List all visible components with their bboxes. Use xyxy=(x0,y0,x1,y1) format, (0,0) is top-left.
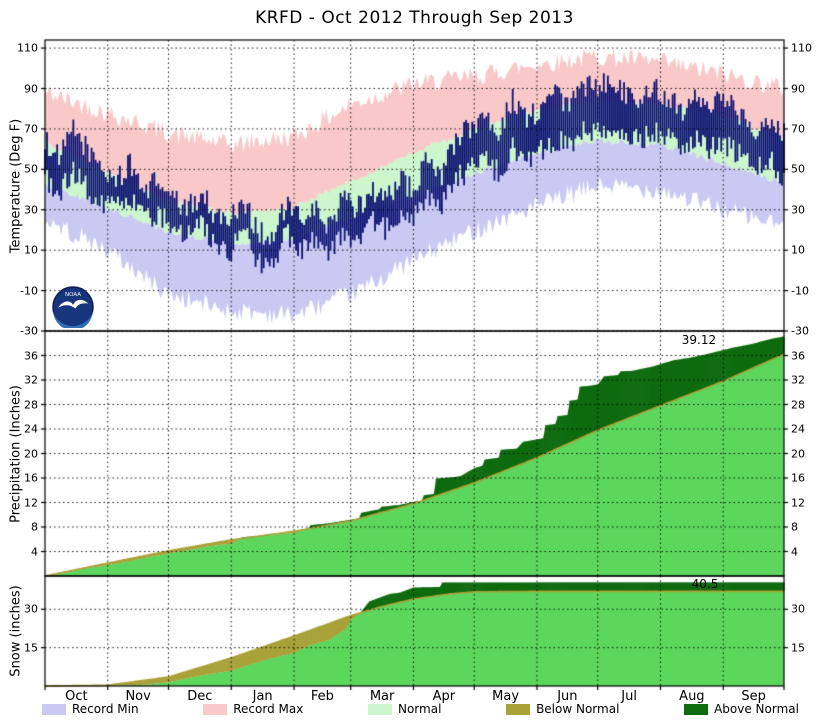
chart-canvas xyxy=(0,0,829,720)
climate-chart: KRFD - Oct 2012 Through Sep 2013 Tempera… xyxy=(0,0,829,720)
